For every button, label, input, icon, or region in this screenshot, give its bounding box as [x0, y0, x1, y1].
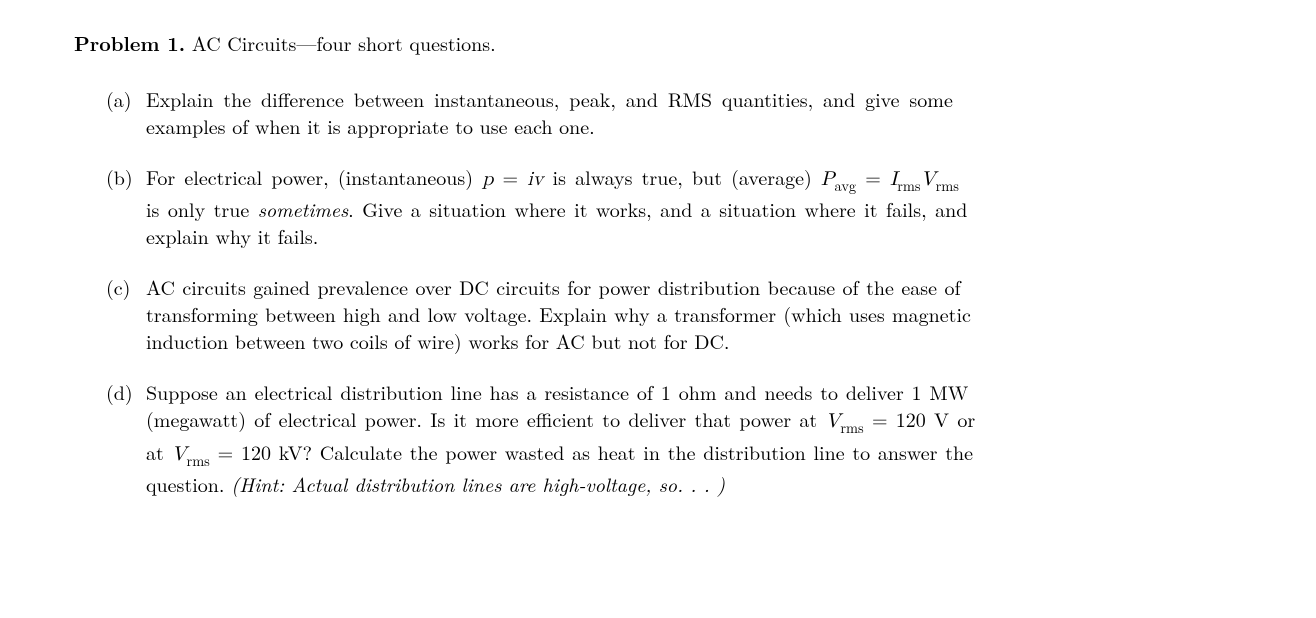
item-c-line1: AC circuits gained prevalence over DC ci… — [146, 273, 1242, 300]
problem-title: AC Circuits—four short questions. — [185, 28, 496, 57]
problem-header: Problem 1. AC Circuits—four short questi… — [74, 28, 1242, 57]
problem-label: Problem 1. — [74, 28, 185, 57]
item-c-line2: transforming between high and low voltag… — [146, 300, 1242, 327]
problem-items: (a) Explain the difference between insta… — [74, 85, 1242, 497]
item-a-label: (a) — [106, 85, 146, 139]
item-d-line2: (megawatt) of electrical power. Is it mo… — [146, 405, 1242, 437]
item-c: (c) AC circuits gained prevalence over D… — [106, 273, 1242, 354]
item-a: (a) Explain the difference between insta… — [106, 85, 1242, 139]
item-c-label: (c) — [106, 273, 146, 354]
item-c-line3: induction between two coils of wire) wor… — [146, 327, 1242, 354]
item-d-line1: Suppose an electrical distribution line … — [146, 378, 1242, 405]
item-a-body: Explain the difference between instantan… — [146, 85, 1242, 139]
item-a-line1: Explain the difference between instantan… — [146, 85, 1242, 112]
item-b-line2: is only true sometimes. Give a situation… — [146, 195, 1242, 222]
problem-page: Problem 1. AC Circuits—four short questi… — [0, 0, 1316, 525]
item-d-line4: question. (Hint: Actual distribution lin… — [146, 470, 1242, 497]
item-a-line2: examples of when it is appropriate to us… — [146, 112, 1242, 139]
item-b-line3: explain why it fails. — [146, 222, 1242, 249]
item-b-body: For electrical power, (instantaneous) p … — [146, 163, 1242, 249]
item-c-body: AC circuits gained prevalence over DC ci… — [146, 273, 1242, 354]
item-d-hint: (Hint: Actual distribution lines are hig… — [231, 469, 725, 498]
item-b: (b) For electrical power, (instantaneous… — [106, 163, 1242, 249]
item-d-label: (d) — [106, 378, 146, 497]
item-d: (d) Suppose an electrical distribution l… — [106, 378, 1242, 497]
item-d-body: Suppose an electrical distribution line … — [146, 378, 1242, 497]
item-b-label: (b) — [106, 163, 146, 249]
item-b-line1: For electrical power, (instantaneous) p … — [146, 163, 1242, 195]
item-d-line3: at Vrms = 120 kV? Calculate the power wa… — [146, 438, 1242, 470]
